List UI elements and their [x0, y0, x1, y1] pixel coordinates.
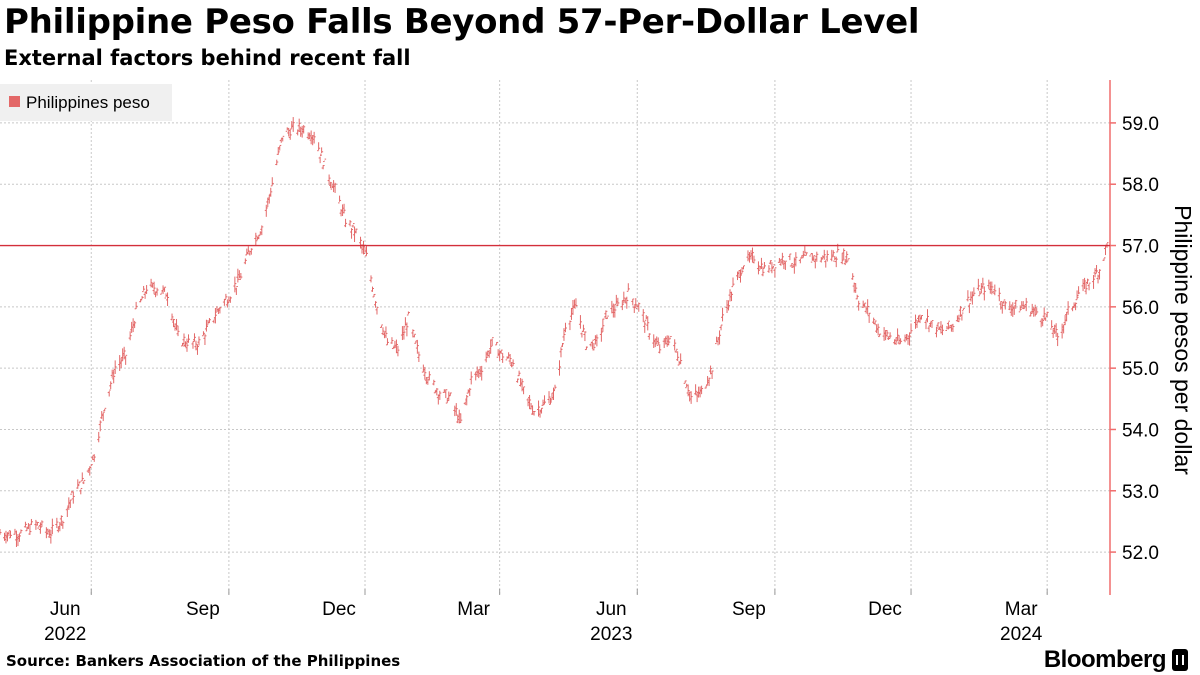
legend-label: Philippines peso — [26, 93, 150, 112]
x-tick-label: Jun — [596, 599, 627, 620]
chart-title: Philippine Peso Falls Beyond 57-Per-Doll… — [4, 2, 920, 42]
x-tick-label: Jun — [50, 599, 81, 620]
y-tick-label: 54.0 — [1122, 420, 1159, 441]
source-note: Source: Bankers Association of the Phili… — [6, 652, 401, 670]
brand-logo: Bloomberg — [1044, 646, 1188, 674]
x-tick-label: Dec — [868, 599, 902, 620]
x-year-label: 2024 — [1000, 624, 1043, 645]
x-tick-label: Dec — [322, 599, 356, 620]
chart-subtitle: External factors behind recent fall — [4, 46, 411, 70]
brand-name: Bloomberg — [1043, 646, 1167, 673]
legend-box — [0, 84, 172, 121]
terminal-icon — [1172, 649, 1188, 671]
x-tick-label: Sep — [732, 599, 766, 620]
x-year-label: 2023 — [590, 624, 632, 645]
y-tick-label: 52.0 — [1122, 543, 1159, 564]
y-tick-label: 59.0 — [1122, 114, 1159, 135]
x-tick-label: Mar — [1005, 599, 1038, 620]
x-tick-label: Sep — [186, 599, 220, 620]
legend-swatch — [9, 96, 20, 107]
y-tick-label: 56.0 — [1122, 298, 1159, 319]
y-tick-label: 58.0 — [1122, 175, 1159, 196]
y-tick-label: 57.0 — [1122, 237, 1159, 258]
y-tick-label: 53.0 — [1122, 482, 1159, 503]
y-axis-label: Philippine pesos per dollar — [1170, 205, 1196, 475]
x-tick-label: Mar — [457, 599, 490, 620]
y-tick-label: 55.0 — [1122, 359, 1159, 380]
x-year-label: 2022 — [44, 624, 86, 645]
